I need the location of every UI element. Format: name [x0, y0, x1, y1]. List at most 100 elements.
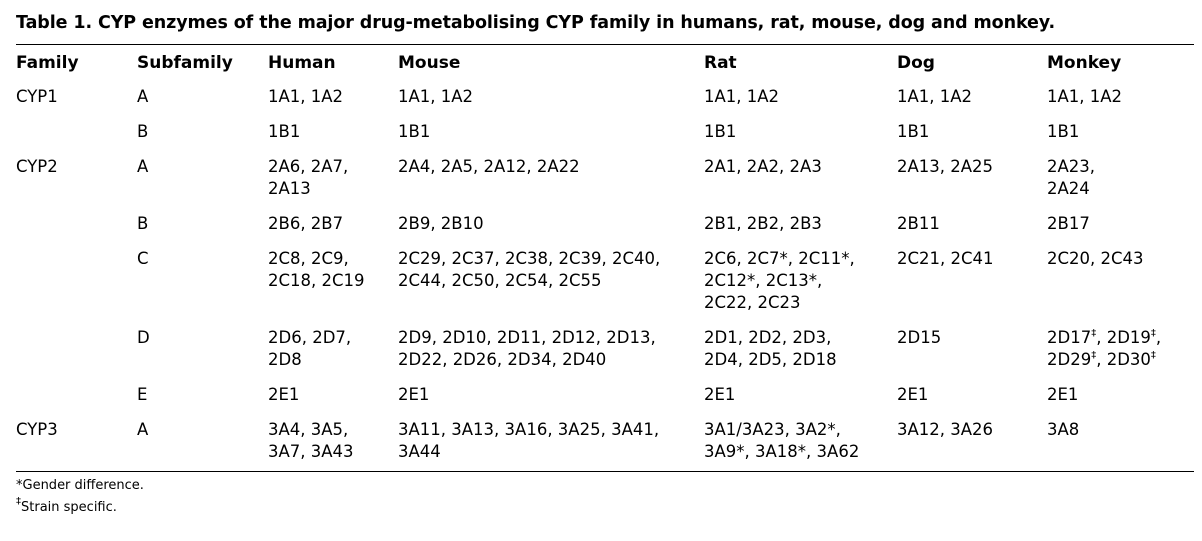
- cell-subfamily: E: [137, 379, 268, 414]
- cyp-table: Family Subfamily Human Mouse Rat Dog Mon…: [16, 45, 1194, 471]
- bottom-rule: [16, 471, 1194, 472]
- cell-line: 3A8: [1047, 420, 1080, 439]
- cell-line: 2B9, 2B10: [398, 214, 484, 233]
- header-human: Human: [268, 53, 336, 73]
- cell-human: 2A6, 2A7, 2A13: [268, 151, 398, 208]
- table-figure: Table 1. CYP enzymes of the major drug-m…: [16, 0, 1194, 519]
- cell-line: A: [137, 420, 149, 439]
- cell-line: 2C21, 2C41: [897, 249, 994, 268]
- table-row: E 2E1 2E1 2E1 2E1 2E1: [16, 379, 1194, 414]
- cell-dog: 2C21, 2C41: [897, 243, 1047, 322]
- cell-line: CYP3: [16, 420, 58, 439]
- cell-subfamily: B: [137, 208, 268, 243]
- cell-line: D: [137, 328, 150, 347]
- cell-line: 2D1, 2D2, 2D3,: [704, 328, 832, 347]
- cell-line: 2D6, 2D7,: [268, 328, 352, 347]
- cell-rat: 3A1/3A23, 3A2*, 3A9*, 3A18*, 3A62: [704, 414, 897, 471]
- cell-monkey: 2D17‡, 2D19‡, 2D29‡, 2D30‡: [1047, 322, 1194, 379]
- cell-monkey: 3A8: [1047, 414, 1194, 471]
- cell-line: 1A1, 1A2: [704, 87, 780, 106]
- cell-human: 2B6, 2B7: [268, 208, 398, 243]
- cell-mouse: 2E1: [398, 379, 704, 414]
- cell-line: 1B1: [398, 122, 431, 141]
- cell-human: 2E1: [268, 379, 398, 414]
- cell-family: [16, 379, 137, 414]
- cell-line: 3A11, 3A13, 3A16, 3A25, 3A41,: [398, 420, 660, 439]
- header-monkey: Monkey: [1047, 53, 1122, 73]
- cell-line: 2C6, 2C7*, 2C11*,: [704, 249, 855, 268]
- cell-line: 1A1, 1A2: [1047, 87, 1123, 106]
- cell-mouse: 2B9, 2B10: [398, 208, 704, 243]
- cell-line: 2D4, 2D5, 2D18: [704, 350, 837, 369]
- cell-line: 1B1: [897, 122, 930, 141]
- header-dog: Dog: [897, 53, 935, 73]
- table-body: CYP1 A 1A1, 1A2 1A1, 1A2 1A1, 1A2 1A1, 1A2 1A1…: [16, 81, 1194, 471]
- cell-subfamily: C: [137, 243, 268, 322]
- cell-line: 2D9, 2D10, 2D11, 2D12, 2D13,: [398, 328, 656, 347]
- cell-line: 3A7, 3A43: [268, 442, 354, 461]
- cell-monkey: 2B17: [1047, 208, 1194, 243]
- cell-line: 2C12*, 2C13*,: [704, 271, 823, 290]
- cell-family: CYP1: [16, 81, 137, 116]
- header-subfamily: Subfamily: [137, 53, 233, 73]
- cell-rat: 1A1, 1A2: [704, 81, 897, 116]
- table-row: CYP1 A 1A1, 1A2 1A1, 1A2 1A1, 1A2 1A1, 1A2 1A1…: [16, 81, 1194, 116]
- cell-line: C: [137, 249, 149, 268]
- cell-line: 2E1: [1047, 385, 1079, 404]
- cell-line: 2A23,: [1047, 157, 1096, 176]
- cell-line: 2A24: [1047, 179, 1090, 198]
- cell-mouse: 1B1: [398, 116, 704, 151]
- cell-line: CYP1: [16, 87, 58, 106]
- cell-line: 2D15: [897, 328, 942, 347]
- cell-line: 1B1: [704, 122, 737, 141]
- cell-line: 1A1, 1A2: [268, 87, 344, 106]
- cell-subfamily: A: [137, 414, 268, 471]
- table-row: B 2B6, 2B7 2B9, 2B10 2B1, 2B2, 2B3 2B11 2B17: [16, 208, 1194, 243]
- cell-family: CYP3: [16, 414, 137, 471]
- cell-line: B: [137, 214, 149, 233]
- cell-monkey: 1A1, 1A2: [1047, 81, 1194, 116]
- cell-line: 3A12, 3A26: [897, 420, 994, 439]
- cell-dog: 2B11: [897, 208, 1047, 243]
- table-title: Table 1. CYP enzymes of the major drug-m…: [16, 13, 1056, 33]
- cell-line: 3A9*, 3A18*, 3A62: [704, 442, 860, 461]
- cell-subfamily: D: [137, 322, 268, 379]
- cell-dog: 1A1, 1A2: [897, 81, 1047, 116]
- cell-line: 1A1, 1A2: [398, 87, 474, 106]
- cell-line: 2E1: [704, 385, 736, 404]
- cell-rat: 2C6, 2C7*, 2C11*, 2C12*, 2C13*, 2C22, 2C23: [704, 243, 897, 322]
- cell-mouse: 2C29, 2C37, 2C38, 2C39, 2C40, 2C44, 2C50,…: [398, 243, 704, 322]
- cell-line: 2D17‡, 2D19‡,: [1047, 328, 1162, 347]
- cell-line: 2B11: [897, 214, 940, 233]
- header-row: Family Subfamily Human Mouse Rat Dog Mon…: [16, 45, 1194, 81]
- cell-line: 2C8, 2C9,: [268, 249, 349, 268]
- top-rule: [16, 44, 1194, 45]
- cell-rat: 2E1: [704, 379, 897, 414]
- cell-rat: 2D1, 2D2, 2D3, 2D4, 2D5, 2D18: [704, 322, 897, 379]
- cell-family: CYP2: [16, 151, 137, 208]
- cell-line: 2A4, 2A5, 2A12, 2A22: [398, 157, 580, 176]
- cell-rat: 2A1, 2A2, 2A3: [704, 151, 897, 208]
- cell-line: 3A1/3A23, 3A2*,: [704, 420, 841, 439]
- table-row: CYP3 A 3A4, 3A5, 3A7, 3A43 3A11, 3A13, 3A16,…: [16, 414, 1194, 471]
- cell-line: E: [137, 385, 148, 404]
- cell-monkey: 1B1: [1047, 116, 1194, 151]
- cell-family: [16, 116, 137, 151]
- cell-monkey: 2A23, 2A24: [1047, 151, 1194, 208]
- cell-mouse: 2D9, 2D10, 2D11, 2D12, 2D13, 2D22, 2D26, …: [398, 322, 704, 379]
- cell-line: 2D22, 2D26, 2D34, 2D40: [398, 350, 607, 369]
- cell-line: 1B1: [268, 122, 301, 141]
- cell-subfamily: B: [137, 116, 268, 151]
- cell-line: 2C22, 2C23: [704, 293, 801, 312]
- cell-line: 2A1, 2A2, 2A3: [704, 157, 822, 176]
- cell-line: 2D8: [268, 350, 302, 369]
- cell-line: 2E1: [268, 385, 300, 404]
- cell-family: [16, 322, 137, 379]
- cell-line: 2B6, 2B7: [268, 214, 344, 233]
- cell-monkey: 2E1: [1047, 379, 1194, 414]
- cell-mouse: 2A4, 2A5, 2A12, 2A22: [398, 151, 704, 208]
- cell-mouse: 1A1, 1A2: [398, 81, 704, 116]
- cell-rat: 1B1: [704, 116, 897, 151]
- cell-line: B: [137, 122, 149, 141]
- table-row: D 2D6, 2D7, 2D8 2D9, 2D10, 2D11, 2D12, 2D13…: [16, 322, 1194, 379]
